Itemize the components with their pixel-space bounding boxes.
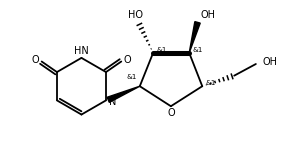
Text: &1: &1 [193, 47, 203, 53]
Text: &1: &1 [127, 74, 137, 80]
Text: OH: OH [263, 57, 278, 67]
Text: OH: OH [201, 10, 216, 20]
Polygon shape [107, 86, 140, 102]
Text: HO: HO [128, 10, 143, 20]
Text: HN: HN [74, 46, 89, 56]
Text: O: O [168, 108, 175, 118]
Text: O: O [123, 55, 131, 65]
Text: O: O [32, 55, 39, 65]
Polygon shape [189, 22, 200, 53]
Text: N: N [109, 97, 116, 107]
Text: &1: &1 [157, 47, 167, 53]
Text: &1: &1 [206, 80, 216, 87]
